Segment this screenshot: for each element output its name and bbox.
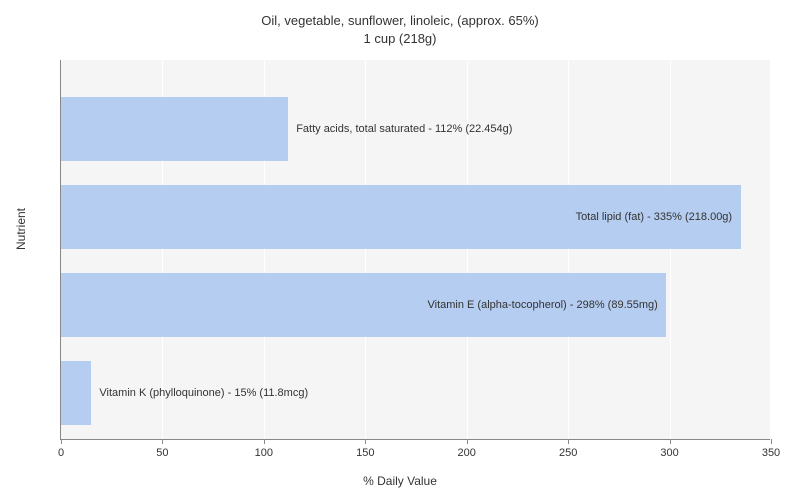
plot-area: 050100150200250300350Fatty acids, total … (60, 60, 770, 440)
x-tick (771, 439, 772, 444)
x-tick-label: 300 (660, 447, 678, 459)
x-tick-label: 150 (356, 447, 374, 459)
bar-label: Vitamin K (phylloquinone) - 15% (11.8mcg… (99, 387, 308, 399)
x-tick (162, 439, 163, 444)
chart-title: Oil, vegetable, sunflower, linoleic, (ap… (0, 0, 800, 48)
x-tick-label: 0 (58, 447, 64, 459)
y-axis-label: Nutrient (14, 208, 28, 250)
x-tick (264, 439, 265, 444)
bar-label: Vitamin E (alpha-tocopherol) - 298% (89.… (428, 299, 658, 311)
bar-label: Fatty acids, total saturated - 112% (22.… (296, 123, 512, 135)
x-tick-label: 50 (156, 447, 168, 459)
x-axis-label: % Daily Value (363, 474, 437, 488)
gridline (365, 60, 366, 439)
x-tick (365, 439, 366, 444)
bar-label: Total lipid (fat) - 335% (218.00g) (576, 211, 733, 223)
x-tick-label: 200 (458, 447, 476, 459)
title-line-1: Oil, vegetable, sunflower, linoleic, (ap… (261, 13, 538, 28)
title-line-2: 1 cup (218g) (364, 31, 437, 46)
gridline (467, 60, 468, 439)
bar (61, 97, 288, 161)
gridline (568, 60, 569, 439)
x-tick-label: 350 (762, 447, 780, 459)
bar (61, 361, 91, 425)
x-tick (61, 439, 62, 444)
nutrient-chart: Oil, vegetable, sunflower, linoleic, (ap… (0, 0, 800, 500)
x-tick-label: 100 (255, 447, 273, 459)
x-tick-label: 250 (559, 447, 577, 459)
gridline (771, 60, 772, 439)
gridline (670, 60, 671, 439)
x-tick (467, 439, 468, 444)
x-tick (568, 439, 569, 444)
x-tick (670, 439, 671, 444)
